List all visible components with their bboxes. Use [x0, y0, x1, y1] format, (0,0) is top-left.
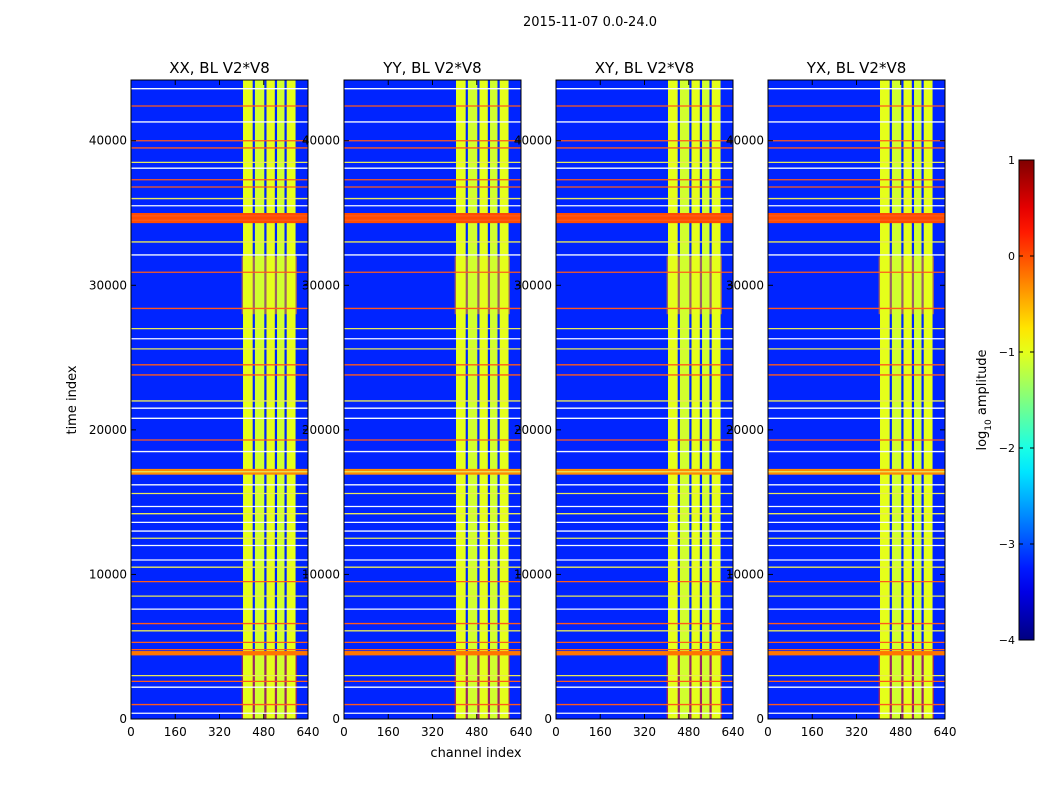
colorbar-label: log10 amplitude — [975, 349, 994, 450]
y-tick-label: 0 — [332, 712, 340, 726]
panel-yy: YY, BL V2*V8 0 160 320 480 640 0 10000 20000 3000… — [302, 59, 533, 739]
colorbar-tick-label: −2 — [999, 442, 1015, 455]
rfi-channel-band — [490, 80, 498, 719]
y-tick-label: 40000 — [302, 134, 340, 148]
y-axis-label: time index — [65, 365, 80, 434]
colorbar-tick-label: 1 — [1008, 154, 1015, 167]
rfi-channel-band — [467, 80, 478, 719]
colorbar-gradient — [1018, 159, 1035, 641]
x-tick-label: 320 — [845, 725, 868, 739]
rfi-channel-band — [286, 80, 296, 719]
panel-title: YX, BL V2*V8 — [806, 59, 907, 77]
rfi-channel-band — [243, 80, 253, 719]
y-tick-label: 30000 — [89, 278, 127, 292]
rfi-channel-band — [456, 80, 466, 719]
y-tick-label: 10000 — [89, 567, 127, 581]
x-tick-label: 0 — [340, 725, 348, 739]
x-axis-label: channel index — [430, 746, 521, 761]
x-tick-label: 0 — [127, 725, 135, 739]
flagged-time-block — [344, 213, 521, 224]
flagged-time-block — [556, 213, 733, 224]
x-tick-label: 160 — [801, 725, 824, 739]
figure-suptitle: 2015-11-07 0.0-24.0 — [523, 15, 657, 30]
y-tick-label: 0 — [544, 712, 552, 726]
panel-title: YY, BL V2*V8 — [382, 59, 481, 77]
y-tick-label: 20000 — [89, 423, 127, 437]
x-tick-label: 0 — [552, 725, 560, 739]
x-tick-label: 160 — [164, 725, 187, 739]
x-tick-label: 320 — [421, 725, 444, 739]
x-tick-label: 640 — [297, 725, 320, 739]
y-tick-label: 30000 — [302, 278, 340, 292]
x-tick-label: 160 — [377, 725, 400, 739]
x-tick-label: 480 — [252, 725, 275, 739]
x-tick-label: 0 — [764, 725, 772, 739]
flagged-time-block — [344, 651, 521, 656]
panel-yx: YX, BL V2*V8 0 160 320 480 640 0 10000 20000 3000… — [726, 59, 957, 739]
flagged-time-block — [768, 213, 945, 224]
rfi-channel-band — [266, 80, 275, 719]
y-tick-label: 40000 — [726, 134, 764, 148]
colorbar-tick-label: 0 — [1008, 250, 1015, 263]
flagged-time-block — [556, 651, 733, 656]
x-tick-label: 320 — [208, 725, 231, 739]
rfi-channel-band — [891, 80, 902, 719]
x-tick-label: 480 — [889, 725, 912, 739]
x-tick-label: 320 — [633, 725, 656, 739]
rfi-channel-band — [923, 80, 933, 719]
y-tick-label: 0 — [119, 712, 127, 726]
rfi-channel-band — [277, 80, 285, 719]
panel-xy: XY, BL V2*V8 0 160 320 480 640 0 10000 20000 3000… — [514, 59, 745, 739]
rfi-channel-band — [711, 80, 721, 719]
rfi-channel-band — [499, 80, 509, 719]
rfi-channel-band — [254, 80, 265, 719]
rfi-channel-band — [702, 80, 710, 719]
x-tick-label: 640 — [510, 725, 533, 739]
y-tick-label: 30000 — [514, 278, 552, 292]
y-tick-label: 20000 — [514, 423, 552, 437]
colorbar-tick-label: −3 — [999, 538, 1015, 551]
y-tick-label: 20000 — [302, 423, 340, 437]
y-tick-label: 40000 — [89, 134, 127, 148]
y-tick-label: 10000 — [726, 567, 764, 581]
y-tick-label: 40000 — [514, 134, 552, 148]
x-tick-label: 480 — [465, 725, 488, 739]
rfi-channel-band — [914, 80, 922, 719]
colorbar-tick-label: −4 — [999, 634, 1015, 647]
rfi-channel-band — [903, 80, 912, 719]
colorbar: −4 −3 −2 −1 0 1 log10 amplitude — [975, 154, 1035, 647]
rfi-channel-band — [679, 80, 690, 719]
rfi-channel-band — [479, 80, 488, 719]
x-tick-label: 480 — [677, 725, 700, 739]
rfi-channel-band — [880, 80, 890, 719]
y-tick-label: 20000 — [726, 423, 764, 437]
x-tick-label: 640 — [934, 725, 957, 739]
panel-title: XY, BL V2*V8 — [595, 59, 695, 77]
x-tick-label: 640 — [722, 725, 745, 739]
y-tick-label: 10000 — [514, 567, 552, 581]
y-tick-label: 30000 — [726, 278, 764, 292]
y-tick-label: 10000 — [302, 567, 340, 581]
colorbar-tick-label: −1 — [999, 346, 1015, 359]
panel-title: XX, BL V2*V8 — [169, 59, 270, 77]
y-tick-label: 0 — [756, 712, 764, 726]
panel-xx: XX, BL V2*V8 0 160 320 480 640 0 10000 20000 3000… — [89, 59, 320, 739]
x-tick-label: 160 — [589, 725, 612, 739]
rfi-channel-band — [668, 80, 678, 719]
flagged-time-block — [768, 651, 945, 656]
flagged-time-block — [131, 213, 308, 224]
flagged-time-block — [131, 651, 308, 656]
panels-layer: XX, BL V2*V8 0 160 320 480 640 0 10000 20000 3000… — [89, 59, 957, 739]
rfi-channel-band — [691, 80, 700, 719]
